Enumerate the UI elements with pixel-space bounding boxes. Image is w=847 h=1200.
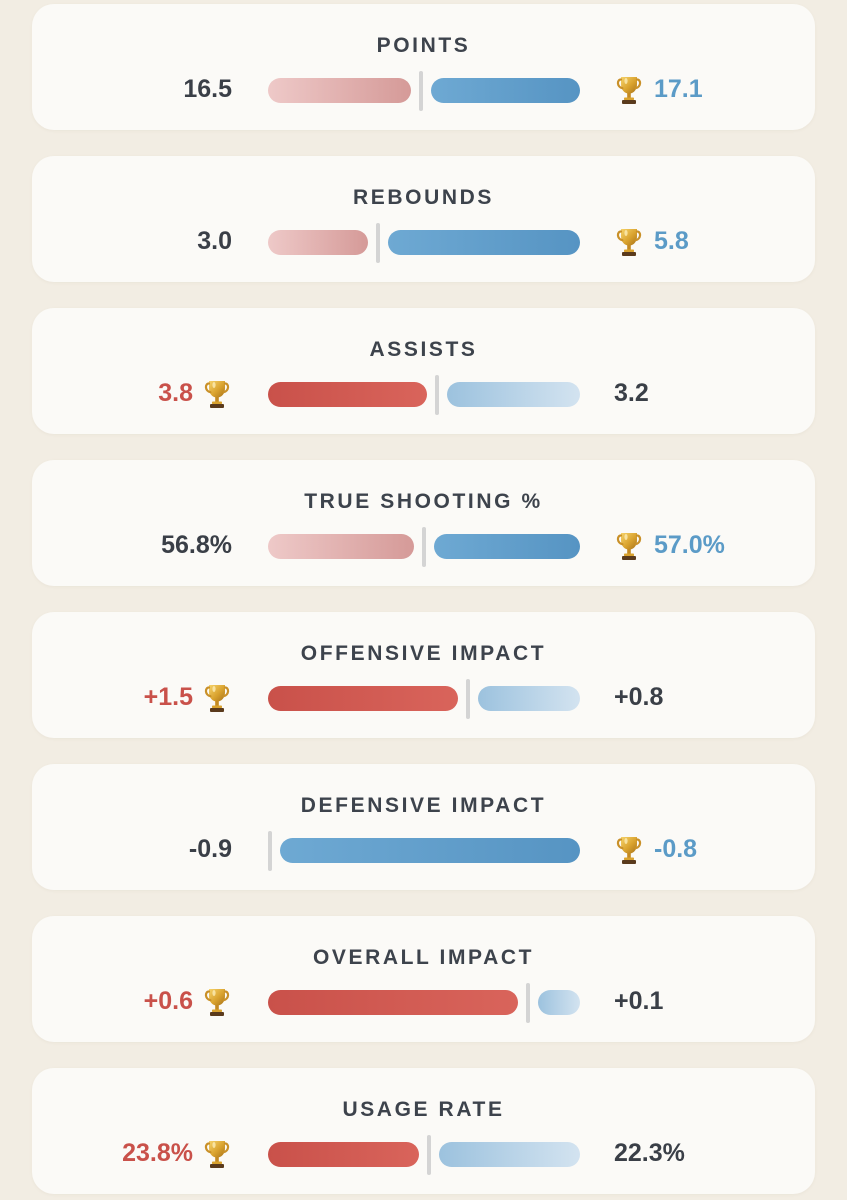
right-value: -0.8 bbox=[614, 832, 697, 866]
left-value: +0.6 bbox=[144, 984, 232, 1018]
left-value: 16.5 bbox=[183, 72, 232, 106]
left-value-text: -0.9 bbox=[188, 835, 232, 863]
trophy-icon bbox=[614, 73, 644, 105]
right-value-text: +0.8 bbox=[614, 683, 664, 711]
stat-card-true-shooting: TRUE SHOOTING % 56.8% 57.0% bbox=[32, 460, 815, 586]
comparison-bar bbox=[268, 679, 580, 719]
right-value: +0.1 bbox=[614, 984, 663, 1018]
left-value-text: 16.5 bbox=[183, 75, 232, 103]
left-bar bbox=[268, 382, 427, 407]
stat-title: USAGE RATE bbox=[342, 1098, 505, 1121]
bar-divider bbox=[435, 375, 439, 415]
bar-divider bbox=[268, 831, 272, 871]
right-value: +0.8 bbox=[614, 680, 663, 714]
comparison-bar bbox=[268, 983, 580, 1023]
stat-title: DEFENSIVE IMPACT bbox=[300, 794, 547, 817]
stat-card-overall-impact: OVERALL IMPACT +0.6 +0.1 bbox=[32, 916, 815, 1042]
left-value: 23.8% bbox=[122, 1136, 232, 1170]
left-value: -0.9 bbox=[189, 832, 232, 866]
right-value-text: 22.3% bbox=[614, 1139, 685, 1167]
left-bar bbox=[268, 990, 518, 1015]
right-value: 22.3% bbox=[614, 1136, 685, 1170]
trophy-icon bbox=[202, 985, 232, 1017]
bar-divider bbox=[466, 679, 470, 719]
left-value: 56.8% bbox=[161, 528, 232, 562]
right-bar bbox=[388, 230, 580, 255]
stat-card-offensive-impact: OFFENSIVE IMPACT +1.5 +0.8 bbox=[32, 612, 815, 738]
trophy-icon bbox=[614, 225, 644, 257]
bar-divider bbox=[419, 71, 423, 111]
left-value-text: 56.8% bbox=[161, 531, 232, 559]
bar-divider bbox=[376, 223, 380, 263]
right-value-text: 57.0% bbox=[654, 531, 725, 559]
right-bar bbox=[280, 838, 580, 863]
stat-title: POINTS bbox=[376, 34, 471, 57]
stat-title: TRUE SHOOTING % bbox=[304, 490, 543, 513]
bar-divider bbox=[427, 1135, 431, 1175]
right-value: 5.8 bbox=[614, 224, 689, 258]
right-bar bbox=[447, 382, 580, 407]
comparison-bar bbox=[268, 527, 580, 567]
right-value: 17.1 bbox=[614, 72, 703, 106]
bar-divider bbox=[526, 983, 530, 1023]
stat-title: ASSISTS bbox=[369, 338, 478, 361]
trophy-icon bbox=[202, 1137, 232, 1169]
left-value: 3.0 bbox=[197, 224, 232, 258]
left-value-text: +0.6 bbox=[143, 987, 193, 1015]
left-value-text: 23.8% bbox=[122, 1139, 193, 1167]
left-bar bbox=[268, 230, 368, 255]
right-bar bbox=[431, 78, 580, 103]
right-value-text: 5.8 bbox=[654, 227, 689, 255]
left-value-text: 3.0 bbox=[197, 227, 232, 255]
comparison-bar bbox=[268, 71, 580, 111]
comparison-bar bbox=[268, 1135, 580, 1175]
right-value-text: +0.1 bbox=[614, 987, 664, 1015]
right-bar bbox=[434, 534, 580, 559]
stat-title: OVERALL IMPACT bbox=[312, 946, 535, 969]
right-value-text: 3.2 bbox=[614, 379, 649, 407]
left-value-text: +1.5 bbox=[143, 683, 193, 711]
comparison-bar bbox=[268, 831, 580, 871]
comparison-bar bbox=[268, 375, 580, 415]
comparison-bar bbox=[268, 223, 580, 263]
stat-card-usage-rate: USAGE RATE 23.8% 22.3% bbox=[32, 1068, 815, 1194]
stat-title: REBOUNDS bbox=[353, 186, 494, 209]
left-bar bbox=[268, 534, 414, 559]
right-bar bbox=[478, 686, 580, 711]
stat-card-points: POINTS 16.5 17.1 bbox=[32, 4, 815, 130]
trophy-icon bbox=[202, 681, 232, 713]
stat-card-rebounds: REBOUNDS 3.0 5.8 bbox=[32, 156, 815, 282]
left-bar bbox=[268, 686, 458, 711]
right-value-text: -0.8 bbox=[654, 835, 698, 863]
left-bar bbox=[268, 78, 411, 103]
left-bar bbox=[268, 1142, 419, 1167]
trophy-icon bbox=[202, 377, 232, 409]
stat-card-defensive-impact: DEFENSIVE IMPACT -0.9 -0.8 bbox=[32, 764, 815, 890]
right-bar bbox=[538, 990, 580, 1015]
right-value: 3.2 bbox=[614, 376, 649, 410]
right-value: 57.0% bbox=[614, 528, 725, 562]
right-bar bbox=[439, 1142, 580, 1167]
right-value-text: 17.1 bbox=[654, 75, 703, 103]
stat-title: OFFENSIVE IMPACT bbox=[300, 642, 547, 665]
trophy-icon bbox=[614, 529, 644, 561]
left-value: +1.5 bbox=[144, 680, 232, 714]
left-value: 3.8 bbox=[158, 376, 232, 410]
bar-divider bbox=[422, 527, 426, 567]
trophy-icon bbox=[614, 833, 644, 865]
stat-card-assists: ASSISTS 3.8 3.2 bbox=[32, 308, 815, 434]
left-value-text: 3.8 bbox=[158, 379, 193, 407]
